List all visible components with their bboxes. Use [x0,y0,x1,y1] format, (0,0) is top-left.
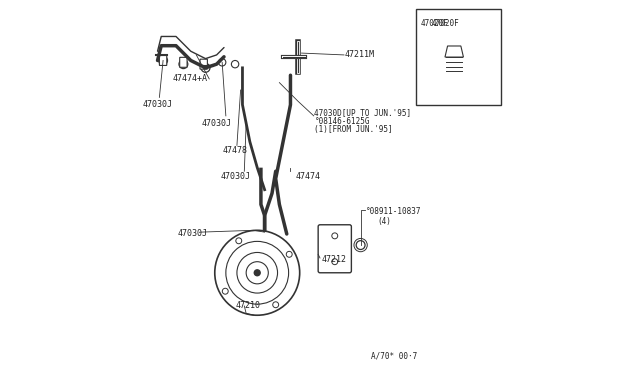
FancyBboxPatch shape [159,55,167,65]
Text: 47212: 47212 [322,255,347,264]
Text: 47030D[UP TO JUN.'95]: 47030D[UP TO JUN.'95] [314,108,412,117]
Circle shape [159,56,168,65]
Text: 47474: 47474 [296,172,321,181]
Circle shape [215,230,300,315]
FancyBboxPatch shape [318,225,351,273]
Text: A/70* 00·7: A/70* 00·7 [371,351,417,360]
Text: 47030J: 47030J [143,100,173,109]
Text: 47478: 47478 [222,147,247,155]
Text: 47211M: 47211M [345,51,375,60]
Circle shape [218,59,226,66]
Circle shape [332,259,338,264]
Circle shape [201,63,210,72]
Text: 47020F: 47020F [431,19,459,28]
Text: 47474+A: 47474+A [172,74,207,83]
FancyBboxPatch shape [200,59,207,69]
Circle shape [286,251,292,257]
Polygon shape [445,46,463,57]
Text: 47020F: 47020F [420,19,448,28]
Text: °08911-10837: °08911-10837 [366,207,422,217]
Circle shape [232,61,239,68]
Circle shape [236,238,242,244]
Bar [416,9,501,105]
Circle shape [332,233,338,239]
Text: (4): (4) [377,217,391,225]
FancyBboxPatch shape [180,57,187,67]
Text: 47030J: 47030J [178,230,208,238]
Circle shape [179,60,188,68]
Text: 47030J: 47030J [202,119,232,128]
Text: °08146-6125G: °08146-6125G [314,117,370,126]
Circle shape [222,288,228,294]
Text: 47030J: 47030J [220,172,250,181]
Circle shape [273,302,278,308]
Circle shape [356,241,365,250]
Text: 47210: 47210 [235,301,260,311]
Text: (1)[FROM JUN.'95]: (1)[FROM JUN.'95] [314,125,393,134]
Circle shape [254,270,260,276]
